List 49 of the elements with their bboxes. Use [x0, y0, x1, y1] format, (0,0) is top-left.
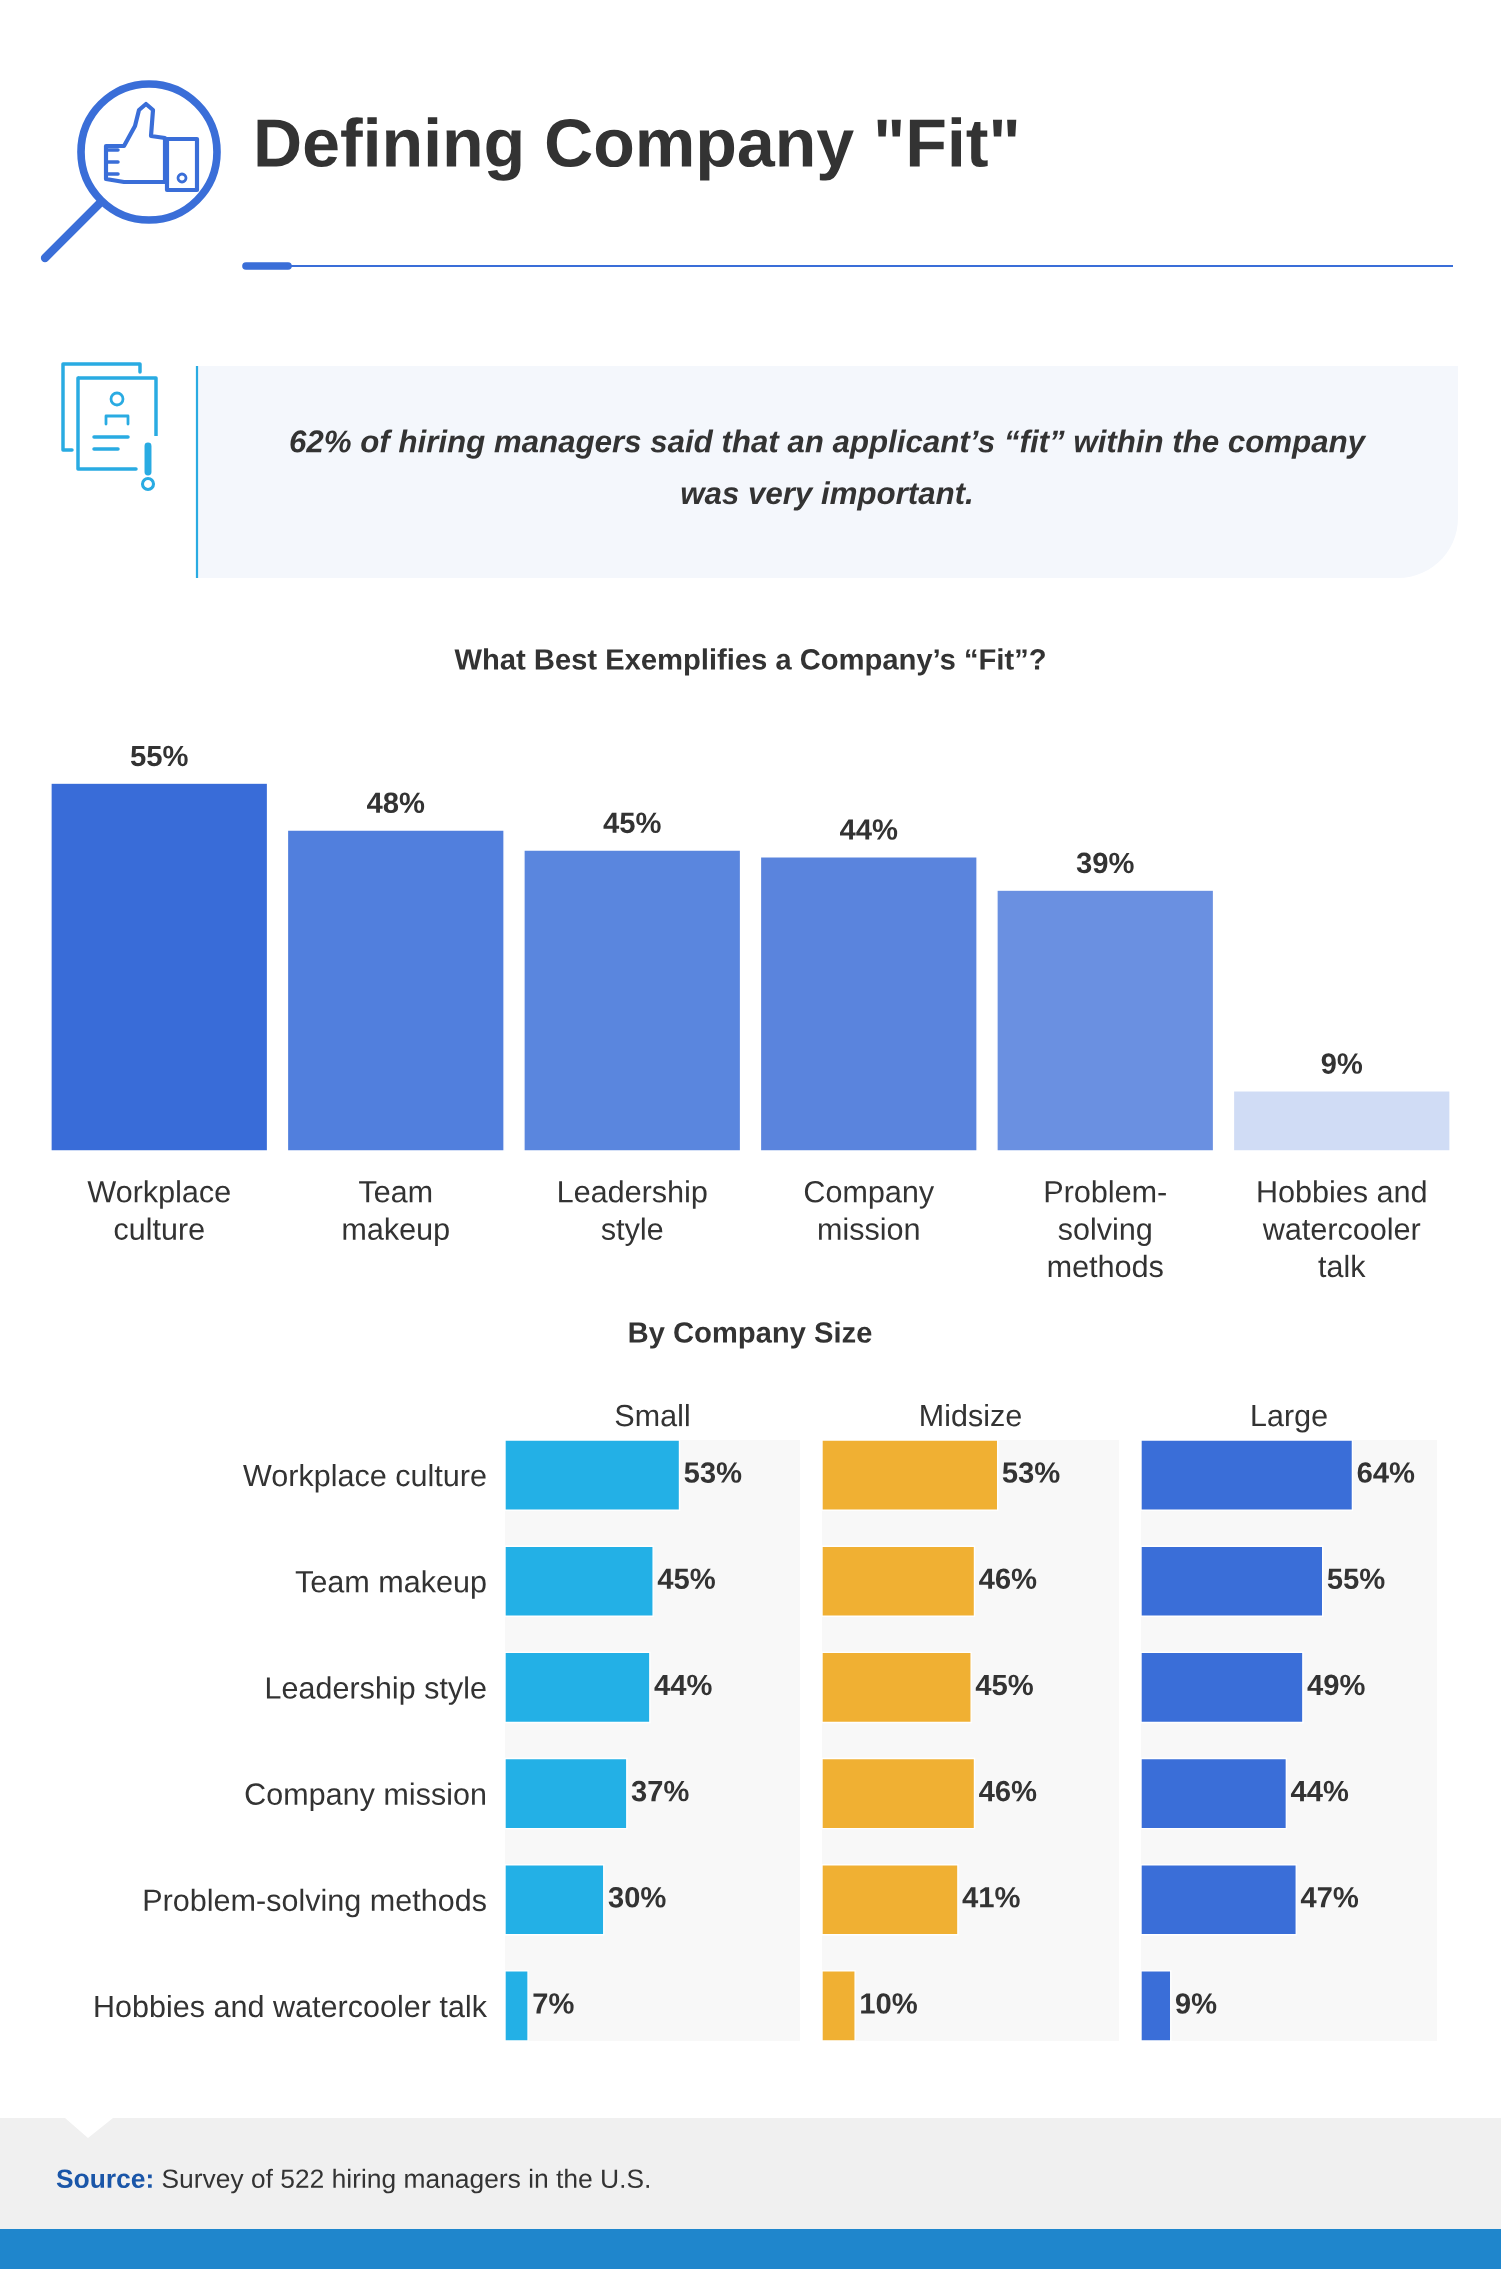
data-label: 41%	[962, 1887, 1020, 1908]
y-tick-label: Workplace culture	[243, 1463, 486, 1493]
data-label: 39%	[1076, 852, 1134, 874]
chart-title: Midsize	[921, 1403, 1021, 1427]
data-label: 64%	[1357, 1462, 1415, 1483]
data-label: 46%	[979, 1568, 1037, 1590]
x-tick-label: Leadership style	[559, 1180, 707, 1246]
bar	[50, 782, 269, 1151]
y-tick-label: Leadership style	[266, 1676, 486, 1705]
y-tick-label: Problem-solving methods	[144, 1888, 486, 1918]
x-tick-label: Workplace culture	[87, 1180, 230, 1240]
data-label: 48%	[367, 792, 425, 814]
text: By Company Size	[629, 1321, 872, 1349]
data-label: 9%	[1175, 1993, 1217, 2014]
data-label: 9%	[1321, 1053, 1363, 1074]
text: 62% of hiring managers said that an applicant’s “fit” within the company was very important.	[290, 429, 1367, 511]
text: Defining Company "Fit"	[257, 117, 1017, 181]
bar	[1232, 1090, 1451, 1151]
data-label: 55%	[130, 745, 188, 767]
y-tick-label: Hobbies and watercooler talk	[95, 1994, 488, 2018]
source-note: Source: Survey of 522 hiring managers in the U.S.	[56, 2168, 649, 2194]
data-label: 45%	[975, 1674, 1033, 1696]
data-label: 49%	[1307, 1674, 1365, 1696]
data-label: 30%	[608, 1886, 666, 1908]
data-label: 53%	[684, 1462, 742, 1483]
data-label: 44%	[654, 1674, 712, 1696]
data-label: 45%	[603, 812, 661, 834]
data-label: 7%	[533, 1993, 574, 2014]
y-tick-label: Team makeup	[295, 1570, 486, 1599]
x-tick-label: Problem- solving methods	[1045, 1180, 1166, 1278]
y-tick-label: Company mission	[245, 1782, 485, 1811]
data-label: 55%	[1327, 1568, 1385, 1590]
bar	[286, 829, 505, 1151]
chart-title: Small	[615, 1403, 689, 1427]
chart-title: What Best Exemplifies a Company’s “Fit”?	[454, 648, 1045, 676]
data-label: 47%	[1300, 1887, 1359, 1908]
bar	[523, 849, 742, 1151]
data-label: 37%	[631, 1780, 689, 1802]
x-tick-label: Company mission	[804, 1180, 935, 1240]
x-tick-label: Hobbies and watercooler talk	[1258, 1180, 1426, 1278]
data-label: 45%	[657, 1568, 715, 1590]
data-label: 46%	[979, 1780, 1037, 1802]
data-label: 53%	[1002, 1462, 1060, 1483]
bar	[759, 856, 978, 1151]
chart-title: Large	[1252, 1405, 1327, 1433]
bar	[996, 889, 1215, 1151]
data-label: 44%	[1290, 1780, 1349, 1802]
data-label: 10%	[861, 1993, 917, 2014]
data-label: 44%	[840, 819, 898, 840]
